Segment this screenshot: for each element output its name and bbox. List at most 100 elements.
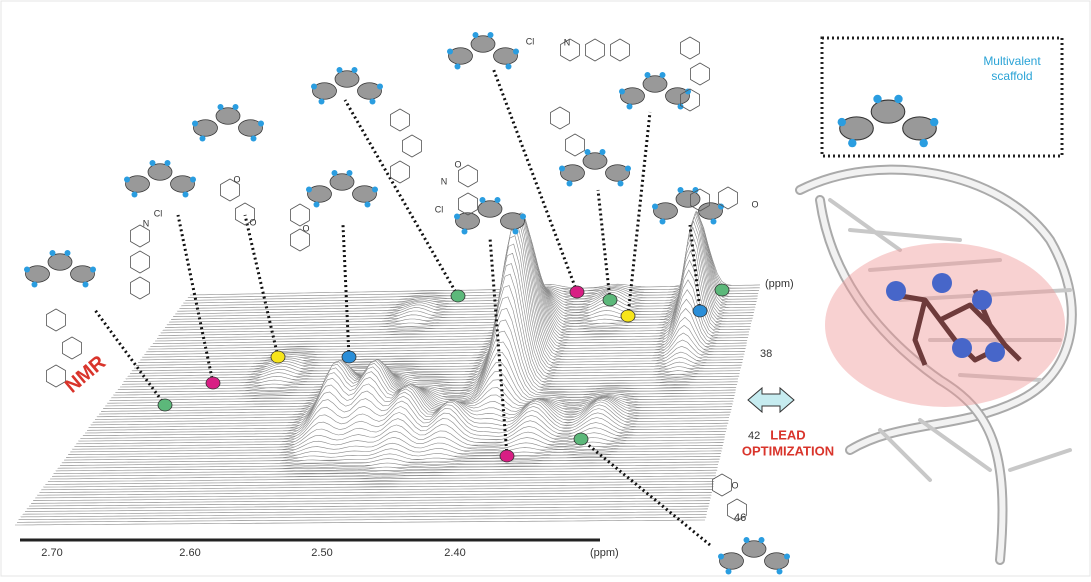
atom-label: N	[564, 37, 571, 47]
binding-group	[314, 202, 320, 208]
binding-group	[848, 139, 856, 147]
x-tick-label: 2.70	[41, 547, 62, 559]
binding-group	[838, 118, 846, 126]
scaffold-unit	[216, 108, 240, 125]
binding-group	[678, 187, 684, 193]
binding-group	[495, 197, 501, 203]
binding-group	[124, 177, 130, 183]
x-tick-label: 2.50	[311, 547, 332, 559]
binding-group	[319, 99, 325, 105]
shift-dot	[158, 399, 172, 411]
shift-dot	[342, 351, 356, 363]
scaffold-label: scaffold	[991, 69, 1032, 83]
x-tick-label: 2.40	[444, 547, 465, 559]
binding-group	[200, 136, 206, 142]
binding-group	[784, 554, 790, 560]
binding-group	[513, 229, 519, 235]
binding-group	[873, 95, 881, 103]
atom-label: O	[731, 480, 738, 490]
binding-group	[454, 214, 460, 220]
x-axis-unit: (ppm)	[590, 547, 619, 559]
binding-group	[24, 267, 30, 273]
shift-dot	[715, 284, 729, 296]
binding-group	[625, 166, 631, 172]
binding-group	[473, 32, 479, 38]
binding-group	[520, 214, 526, 220]
binding-group	[660, 219, 666, 225]
atom-label: Cl	[526, 36, 535, 46]
binding-group	[455, 64, 461, 70]
binding-group	[506, 64, 512, 70]
binding-group	[90, 267, 96, 273]
scaffold-unit	[335, 71, 359, 88]
shift-dot	[500, 450, 514, 462]
binding-group	[183, 192, 189, 198]
binding-group	[332, 170, 338, 176]
binding-group	[920, 139, 928, 147]
binding-group	[759, 537, 765, 543]
atom-label: Cl	[154, 208, 163, 218]
binding-group	[306, 187, 312, 193]
binding-group	[652, 204, 658, 210]
y-axis-unit: (ppm)	[765, 278, 794, 290]
scaffold-label: Multivalent	[983, 54, 1041, 68]
shift-dot	[451, 290, 465, 302]
scaffold-unit	[148, 164, 172, 181]
lead-label: LEAD	[770, 427, 805, 442]
binding-group	[585, 149, 591, 155]
binding-group	[718, 554, 724, 560]
binding-group	[618, 181, 624, 187]
shift-dot	[271, 351, 285, 363]
shift-dot	[621, 310, 635, 322]
scaffold-unit	[478, 201, 502, 218]
binding-group	[218, 104, 224, 110]
binding-group	[365, 202, 371, 208]
scaffold-unit	[330, 174, 354, 191]
shift-dot	[603, 294, 617, 306]
binding-group	[150, 160, 156, 166]
lead-label: OPTIMIZATION	[742, 443, 834, 458]
binding-group	[480, 197, 486, 203]
binding-group	[600, 149, 606, 155]
binding-group	[894, 95, 902, 103]
shift-dot	[206, 377, 220, 389]
binding-group	[233, 104, 239, 110]
atom-label: N	[441, 176, 448, 186]
atom-label: O	[751, 199, 758, 209]
binding-group	[65, 250, 71, 256]
shift-dot	[574, 433, 588, 445]
binding-group	[132, 192, 138, 198]
binding-group	[711, 219, 717, 225]
shift-dot	[570, 286, 584, 298]
binding-group	[311, 84, 317, 90]
binding-group	[251, 136, 257, 142]
binding-group	[32, 282, 38, 288]
binding-group	[447, 49, 453, 55]
binding-group	[930, 118, 938, 126]
binding-group	[619, 89, 625, 95]
y-tick-label: 46	[734, 512, 746, 524]
atom-label: N	[143, 218, 150, 228]
scaffold-unit	[742, 541, 766, 558]
scaffold-unit	[643, 76, 667, 93]
binding-group	[50, 250, 56, 256]
scaffold-unit	[48, 254, 72, 271]
binding-group	[165, 160, 171, 166]
binding-group	[559, 166, 565, 172]
atom-label: O	[454, 159, 461, 169]
binding-group	[660, 72, 666, 78]
binding-group	[337, 67, 343, 73]
y-tick-label: 38	[760, 348, 772, 360]
binding-group	[83, 282, 89, 288]
atom-label: O	[233, 174, 240, 184]
binding-group	[726, 569, 732, 575]
binding-group	[347, 170, 353, 176]
x-tick-label: 2.60	[179, 547, 200, 559]
atom-label: O	[249, 217, 256, 227]
scaffold-unit	[676, 191, 700, 208]
atom-label: O	[302, 223, 309, 233]
binding-group	[190, 177, 196, 183]
binding-group	[352, 67, 358, 73]
binding-group	[192, 121, 198, 127]
binding-group	[513, 49, 519, 55]
